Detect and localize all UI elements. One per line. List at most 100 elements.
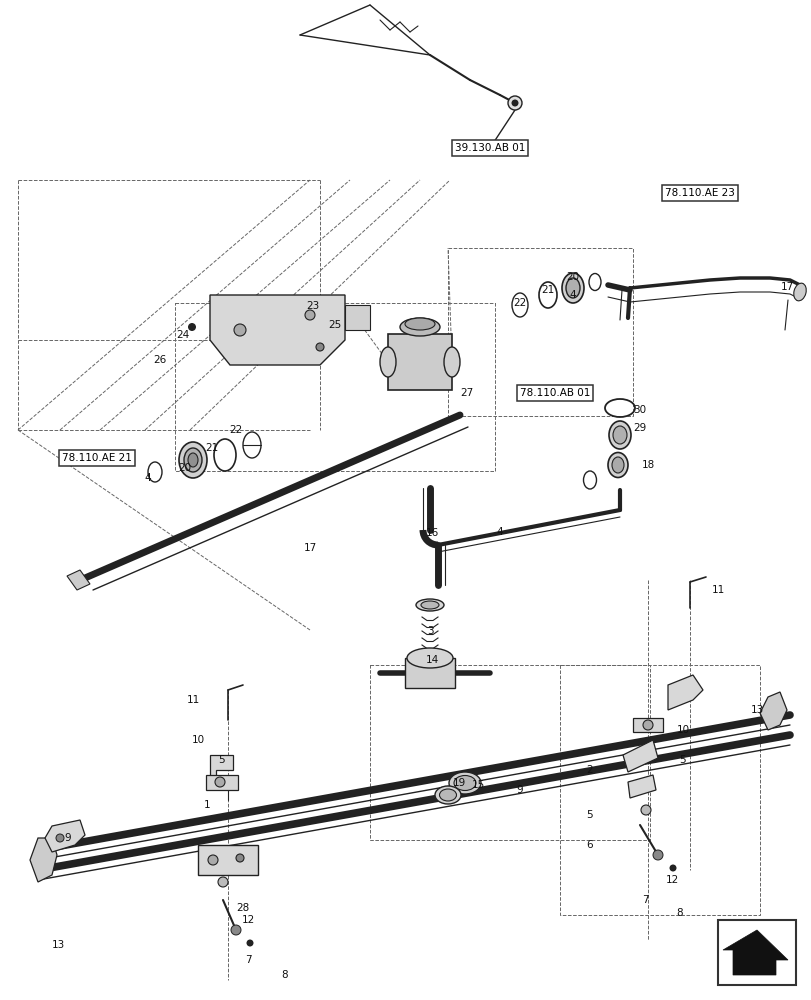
Ellipse shape: [448, 772, 480, 794]
Text: 4: 4: [144, 473, 151, 483]
Text: 13: 13: [51, 940, 65, 950]
Ellipse shape: [565, 278, 579, 298]
Circle shape: [188, 323, 195, 331]
Text: 8: 8: [676, 908, 683, 918]
Text: 9: 9: [516, 785, 522, 795]
Text: 4: 4: [496, 527, 503, 537]
Circle shape: [511, 100, 518, 107]
Text: 1: 1: [204, 800, 210, 810]
Text: 7: 7: [244, 955, 251, 965]
Ellipse shape: [400, 318, 440, 336]
Polygon shape: [45, 820, 85, 852]
Circle shape: [305, 310, 315, 320]
Bar: [388, 334, 452, 390]
Text: 25: 25: [328, 320, 341, 330]
Ellipse shape: [611, 457, 623, 473]
Text: 10: 10: [191, 735, 204, 745]
Circle shape: [642, 720, 652, 730]
Bar: [175, 303, 495, 471]
Polygon shape: [210, 755, 233, 780]
Circle shape: [315, 343, 324, 351]
Text: 17: 17: [303, 543, 316, 553]
Bar: [560, 665, 759, 915]
Circle shape: [217, 877, 228, 887]
Text: 10: 10: [676, 725, 689, 735]
Polygon shape: [759, 692, 786, 730]
Bar: [405, 658, 454, 688]
Text: 21: 21: [541, 285, 554, 295]
Text: 12: 12: [664, 875, 678, 885]
Polygon shape: [67, 570, 90, 590]
Text: 20: 20: [178, 463, 191, 473]
Text: 39.130.AB 01: 39.130.AB 01: [454, 143, 525, 153]
Text: 6: 6: [586, 840, 593, 850]
Polygon shape: [210, 295, 345, 365]
Text: 4: 4: [569, 290, 576, 300]
Text: 28: 28: [236, 903, 249, 913]
Text: 22: 22: [513, 298, 526, 308]
Ellipse shape: [178, 442, 207, 478]
Circle shape: [652, 850, 663, 860]
Polygon shape: [622, 740, 657, 772]
Text: 29: 29: [633, 423, 646, 433]
Polygon shape: [722, 930, 787, 975]
Circle shape: [669, 864, 676, 871]
Ellipse shape: [405, 318, 435, 330]
Ellipse shape: [453, 775, 475, 790]
Text: 15: 15: [471, 780, 484, 790]
Circle shape: [215, 777, 225, 787]
Circle shape: [236, 854, 243, 862]
Ellipse shape: [406, 648, 453, 668]
Polygon shape: [345, 305, 370, 330]
Text: 8: 8: [281, 970, 288, 980]
Text: 20: 20: [566, 272, 579, 282]
Text: 3: 3: [426, 626, 433, 636]
Text: 24: 24: [176, 330, 190, 340]
Text: 12: 12: [241, 915, 255, 925]
Polygon shape: [667, 675, 702, 710]
Polygon shape: [633, 718, 663, 732]
Text: 16: 16: [425, 528, 438, 538]
Text: 5: 5: [218, 755, 225, 765]
Polygon shape: [206, 775, 238, 790]
Ellipse shape: [435, 786, 461, 804]
Text: 22: 22: [229, 425, 242, 435]
Text: 27: 27: [460, 388, 473, 398]
Bar: [717, 920, 795, 985]
Circle shape: [234, 324, 246, 336]
Ellipse shape: [380, 347, 396, 377]
Circle shape: [230, 925, 241, 935]
Polygon shape: [30, 838, 57, 882]
Ellipse shape: [444, 347, 460, 377]
Text: 18: 18: [641, 460, 654, 470]
Text: 78.110.AE 21: 78.110.AE 21: [62, 453, 131, 463]
Ellipse shape: [561, 273, 583, 303]
Text: 21: 21: [205, 443, 218, 453]
Polygon shape: [198, 845, 258, 875]
Ellipse shape: [184, 448, 202, 472]
Text: 78.110.AB 01: 78.110.AB 01: [519, 388, 590, 398]
Ellipse shape: [793, 283, 805, 301]
Circle shape: [56, 834, 64, 842]
Text: 13: 13: [749, 705, 762, 715]
Ellipse shape: [607, 452, 627, 478]
Text: 26: 26: [153, 355, 166, 365]
Circle shape: [508, 96, 521, 110]
Polygon shape: [627, 775, 655, 798]
Text: 11: 11: [187, 695, 200, 705]
Ellipse shape: [420, 601, 439, 609]
Text: 9: 9: [65, 833, 71, 843]
Circle shape: [283, 333, 307, 357]
Text: 30: 30: [633, 405, 646, 415]
Text: 17: 17: [779, 282, 792, 292]
Bar: [448, 248, 633, 416]
Ellipse shape: [612, 426, 626, 444]
Text: 5: 5: [679, 755, 685, 765]
Text: 14: 14: [425, 655, 438, 665]
Ellipse shape: [439, 789, 456, 801]
Text: 2: 2: [586, 765, 593, 775]
Text: 5: 5: [586, 810, 593, 820]
Text: 11: 11: [710, 585, 723, 595]
Ellipse shape: [415, 599, 444, 611]
Circle shape: [640, 805, 650, 815]
